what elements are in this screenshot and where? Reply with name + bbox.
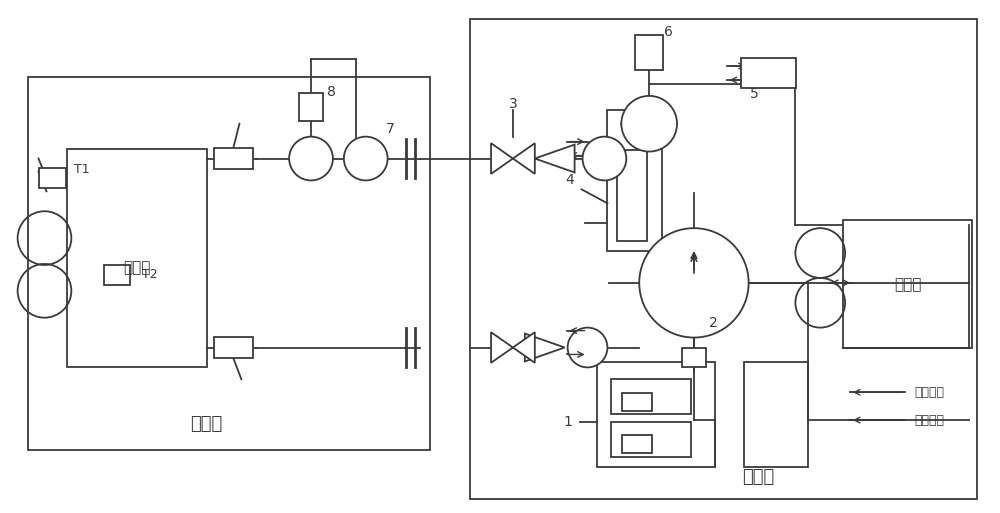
Text: 2: 2: [709, 315, 718, 330]
Polygon shape: [513, 332, 535, 363]
Bar: [214, 148, 253, 169]
Bar: [104, 265, 130, 285]
Circle shape: [621, 96, 677, 151]
Bar: [611, 422, 691, 457]
Circle shape: [568, 328, 607, 367]
Circle shape: [583, 136, 626, 181]
Bar: [741, 58, 796, 88]
Polygon shape: [513, 143, 535, 174]
Bar: [611, 379, 691, 414]
Circle shape: [289, 136, 333, 181]
Text: T1: T1: [74, 163, 90, 176]
Bar: [470, 19, 977, 499]
Text: 冷凝器: 冷凝器: [894, 278, 921, 292]
Bar: [617, 150, 647, 241]
Bar: [67, 149, 207, 367]
Bar: [622, 393, 652, 411]
Polygon shape: [491, 332, 513, 363]
Text: 7: 7: [386, 122, 394, 136]
Text: 蒸发器: 蒸发器: [123, 261, 151, 275]
Bar: [214, 337, 253, 359]
Polygon shape: [525, 333, 565, 362]
Polygon shape: [535, 145, 575, 172]
Bar: [843, 220, 972, 347]
Text: 4: 4: [565, 173, 574, 187]
Text: 8: 8: [327, 85, 336, 99]
Text: 1: 1: [563, 415, 572, 429]
Text: 制冷方向: 制冷方向: [915, 413, 945, 427]
Bar: [39, 168, 66, 188]
Bar: [635, 35, 663, 70]
Text: 3: 3: [509, 97, 517, 111]
Text: 室外机: 室外机: [742, 468, 775, 486]
Bar: [28, 77, 430, 450]
Bar: [299, 93, 323, 121]
Circle shape: [639, 228, 749, 338]
Text: T2: T2: [142, 268, 158, 282]
Circle shape: [344, 136, 388, 181]
Bar: [607, 110, 662, 251]
Bar: [682, 347, 706, 367]
Polygon shape: [491, 143, 513, 174]
Text: 制热方向: 制热方向: [915, 386, 945, 399]
Bar: [597, 362, 715, 467]
Bar: [744, 362, 808, 467]
Text: 5: 5: [750, 87, 759, 101]
Text: 6: 6: [664, 25, 673, 39]
Text: 室内机: 室内机: [190, 415, 223, 433]
Bar: [622, 435, 652, 453]
